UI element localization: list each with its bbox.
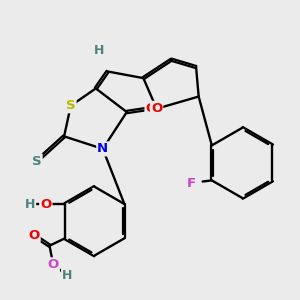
Text: O: O bbox=[151, 102, 162, 115]
Text: O: O bbox=[28, 229, 40, 242]
Text: F: F bbox=[187, 177, 196, 190]
Text: O: O bbox=[40, 197, 52, 211]
Text: H: H bbox=[94, 44, 105, 57]
Text: S: S bbox=[32, 154, 42, 168]
Text: O: O bbox=[48, 258, 59, 271]
Text: H: H bbox=[25, 197, 35, 211]
Text: H: H bbox=[62, 269, 72, 282]
Text: N: N bbox=[97, 142, 108, 155]
Text: O: O bbox=[146, 102, 157, 115]
Text: S: S bbox=[66, 99, 76, 112]
